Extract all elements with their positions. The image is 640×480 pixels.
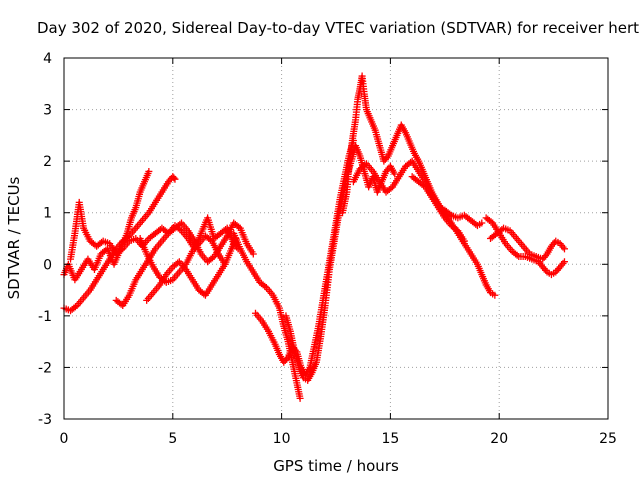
data-point: [491, 291, 499, 299]
y-tick-label: 4: [43, 51, 52, 67]
y-axis-label: SDTVAR / TECUs: [5, 176, 23, 299]
series-track-12: [408, 173, 468, 245]
data-point: [560, 258, 568, 266]
x-tick-label: 25: [599, 431, 617, 447]
axis-ticks: 0 5 10 15 20 25 -3 -2 -1 0 1 2 3 4: [38, 51, 617, 447]
series-track-4: [112, 219, 257, 310]
x-axis-label: GPS time / hours: [273, 457, 399, 475]
y-tick-label: 2: [43, 154, 52, 170]
y-tick-label: 1: [43, 206, 52, 222]
data-point: [249, 250, 257, 258]
x-tick-label: 10: [273, 431, 291, 447]
x-tick-label: 15: [381, 431, 399, 447]
data-point: [71, 303, 79, 311]
data-point: [117, 246, 125, 254]
data-point: [261, 282, 269, 290]
data-point: [460, 237, 468, 245]
data-point: [513, 251, 521, 259]
series-track-9: [282, 142, 399, 384]
data-points: [60, 72, 568, 402]
data-point: [145, 167, 153, 175]
chart-title: Day 302 of 2020, Sidereal Day-to-day VTE…: [37, 19, 639, 37]
y-tick-label: 3: [43, 103, 52, 119]
series-track-10: [339, 72, 486, 230]
y-tick-label: 0: [43, 257, 52, 273]
series-track-7: [230, 229, 304, 402]
y-tick-label: -1: [38, 309, 52, 325]
data-point: [560, 245, 568, 253]
data-point: [478, 219, 486, 227]
y-tick-label: -2: [38, 360, 52, 376]
x-tick-label: 20: [490, 431, 508, 447]
data-point: [171, 175, 179, 183]
plot-frame: [63, 57, 609, 420]
data-point: [296, 394, 304, 402]
x-tick-label: 0: [60, 431, 69, 447]
series-track-8: [251, 137, 357, 379]
y-tick-label: -3: [38, 412, 52, 428]
series-track-13: [482, 214, 568, 279]
x-tick-label: 5: [168, 431, 177, 447]
series-track-11: [349, 157, 499, 299]
data-point: [170, 174, 178, 182]
series-track-14: [486, 224, 568, 263]
